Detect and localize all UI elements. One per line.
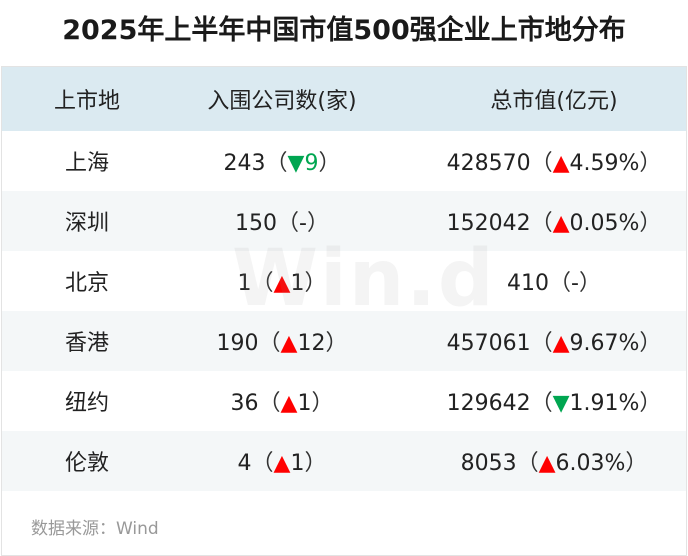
table-row: 北京 1（▲1） 410（-）: [2, 251, 686, 311]
count-value: 36: [230, 391, 259, 416]
paren-close: ）: [639, 331, 662, 356]
cell-place: 纽约: [64, 391, 109, 416]
cell-value: 8053（▲6.03%）: [422, 445, 686, 477]
up-triangle-icon: ▲: [273, 271, 291, 296]
cell-place: 深圳: [64, 211, 109, 236]
value-change: 4.59%: [569, 151, 640, 176]
down-triangle-icon: ▼: [552, 391, 570, 416]
up-triangle-icon: ▲: [552, 151, 570, 176]
paren-close: ）: [304, 271, 327, 296]
table-row: 纽约 36（▲1） 129642（▼1.91%）: [2, 371, 686, 431]
paren-open: （: [530, 331, 553, 356]
cell-place: 上海: [64, 151, 109, 176]
paren-open: （: [258, 331, 281, 356]
up-triangle-icon: ▲: [552, 211, 570, 236]
market-value: 129642: [446, 391, 531, 416]
paren-close: ）: [578, 271, 601, 296]
cell-value: 428570（▲4.59%）: [422, 145, 686, 177]
data-source: 数据来源：Wind: [31, 519, 159, 539]
paren-close: ）: [639, 211, 662, 236]
count-value: 4: [237, 451, 252, 476]
header-count: 入围公司数(家): [207, 89, 357, 114]
up-triangle-icon: ▲: [280, 331, 298, 356]
paren-open: （: [530, 391, 553, 416]
header-value: 总市值(亿元): [490, 89, 618, 114]
up-triangle-icon: ▲: [552, 331, 570, 356]
watermark: Win.d: [232, 234, 496, 324]
cell-count: 36（▲1）: [172, 385, 392, 417]
up-triangle-icon: ▲: [273, 451, 291, 476]
paren-open: （: [251, 271, 274, 296]
cell-count: 190（▲12）: [172, 325, 392, 357]
paren-close: ）: [639, 391, 662, 416]
count-value: 150: [235, 211, 277, 236]
paren-close: ）: [639, 151, 662, 176]
paren-open: （: [258, 391, 281, 416]
count-change: 9: [304, 151, 319, 176]
header-place: 上市地: [53, 89, 120, 114]
count-value: 1: [237, 271, 252, 296]
cell-count: 1（▲1）: [172, 265, 392, 297]
cell-value: 152042（▲0.05%）: [422, 205, 686, 237]
count-change: 1: [290, 451, 305, 476]
cell-value: 129642（▼1.91%）: [422, 385, 686, 417]
table-row: 伦敦 4（▲1） 8053（▲6.03%）: [2, 431, 686, 491]
paren-open: （: [530, 151, 553, 176]
table-row: 深圳 150（-） 152042（▲0.05%）: [2, 191, 686, 251]
count-change: -: [299, 211, 307, 236]
table-title: 2025年上半年中国市值500强企业上市地分布: [62, 15, 626, 46]
paren-open: （: [265, 151, 288, 176]
value-change: 1.91%: [569, 391, 640, 416]
market-value: 457061: [446, 331, 531, 356]
market-value: 428570: [446, 151, 531, 176]
market-value: 410: [507, 271, 549, 296]
cell-place: 香港: [64, 331, 109, 356]
count-value: 190: [216, 331, 259, 356]
count-change: 1: [297, 391, 312, 416]
cell-place: 伦敦: [64, 451, 109, 476]
cell-count: 4（▲1）: [172, 445, 392, 477]
count-value: 243: [223, 151, 266, 176]
paren-open: （: [277, 211, 300, 236]
paren-close: ）: [625, 451, 648, 476]
table-row: 香港 190（▲12） 457061（▲9.67%）: [2, 311, 686, 371]
paren-close: ）: [311, 391, 334, 416]
paren-close: ）: [306, 211, 329, 236]
value-change: 6.03%: [555, 451, 626, 476]
paren-open: （: [549, 271, 572, 296]
cell-value: 457061（▲9.67%）: [422, 325, 686, 357]
table-header: 上市地 入围公司数(家) 总市值(亿元): [2, 67, 686, 131]
table-row: 上海 243（▼9） 428570（▲4.59%）: [2, 131, 686, 191]
cell-place: 北京: [64, 271, 109, 296]
cell-value: 410（-）: [422, 265, 686, 297]
value-change: 9.67%: [569, 331, 640, 356]
paren-open: （: [516, 451, 539, 476]
value-change: -: [571, 271, 579, 296]
paren-close: ）: [318, 151, 341, 176]
paren-close: ）: [304, 451, 327, 476]
cell-count: 150（-）: [172, 205, 392, 237]
up-triangle-icon: ▲: [280, 391, 298, 416]
down-triangle-icon: ▼: [287, 151, 305, 176]
data-table: 上市地 入围公司数(家) 总市值(亿元) 上海 243（▼9） 428570（▲4.…: [1, 66, 687, 556]
cell-count: 243（▼9）: [172, 145, 392, 177]
paren-close: ）: [325, 331, 348, 356]
count-change: 1: [290, 271, 305, 296]
count-change: 12: [297, 331, 326, 356]
market-value: 8053: [460, 451, 517, 476]
value-change: 0.05%: [569, 211, 640, 236]
paren-open: （: [251, 451, 274, 476]
market-value: 152042: [446, 211, 531, 236]
up-triangle-icon: ▲: [538, 451, 556, 476]
paren-open: （: [530, 211, 553, 236]
